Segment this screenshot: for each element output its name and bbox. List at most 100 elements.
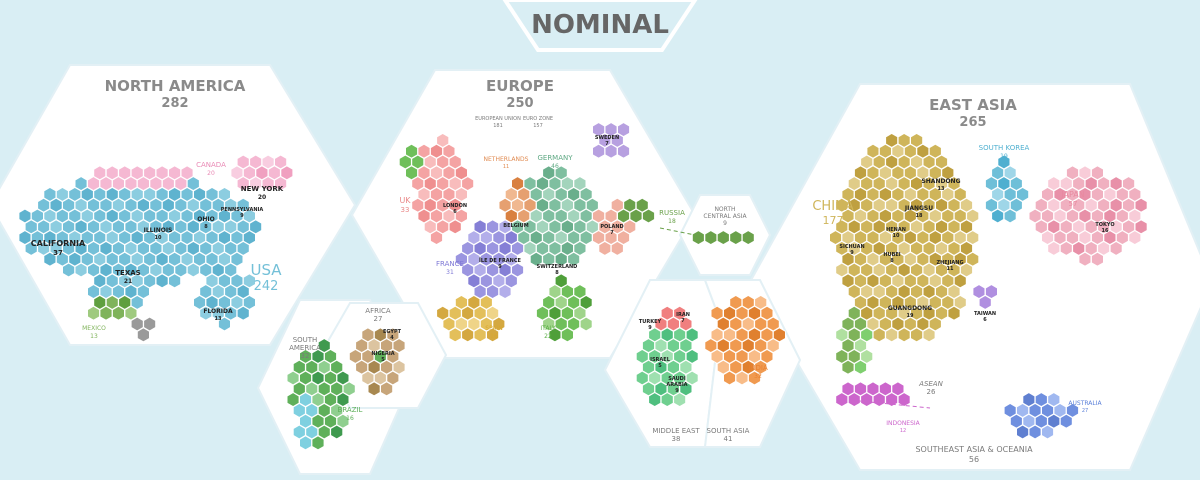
hex-tile bbox=[660, 392, 674, 407]
eu-value: 181 bbox=[493, 123, 503, 129]
hex-tile bbox=[62, 197, 75, 213]
hex-tile bbox=[118, 230, 132, 245]
hex-tile bbox=[529, 251, 543, 267]
hex-tile bbox=[941, 295, 955, 310]
hex-tile bbox=[897, 392, 911, 407]
region-south-asia-value: 41 bbox=[724, 435, 733, 443]
hex-tile bbox=[392, 359, 406, 375]
hex-tile bbox=[49, 197, 63, 213]
hex-tile bbox=[130, 165, 144, 181]
sub-sweden-name: SWEDEN bbox=[595, 135, 619, 141]
country-china-value: 177 bbox=[823, 214, 844, 227]
country-mexico-value: 13 bbox=[90, 333, 98, 340]
hex-tile bbox=[1091, 230, 1104, 245]
country-indonesia-name: INDONESIA bbox=[886, 420, 920, 427]
hex-tile bbox=[841, 338, 855, 353]
hex-tile bbox=[635, 197, 649, 213]
hex-tile bbox=[136, 197, 150, 213]
hex-tile bbox=[74, 262, 88, 278]
hex-tile bbox=[953, 295, 967, 310]
hex-tile bbox=[504, 273, 518, 289]
hex-tile bbox=[1072, 241, 1086, 256]
hex-tile bbox=[62, 241, 75, 256]
hex-tile bbox=[473, 327, 487, 343]
sub-zhejiang-value: 11 bbox=[947, 266, 954, 272]
sub-jiangsu-value: 18 bbox=[916, 213, 923, 219]
hex-tile bbox=[161, 241, 175, 256]
hex-tile bbox=[1109, 219, 1123, 235]
hex-tile bbox=[1078, 230, 1092, 245]
hex-tile bbox=[854, 338, 867, 353]
hex-tile bbox=[336, 392, 350, 407]
hex-tile bbox=[367, 338, 381, 353]
hex-tile bbox=[74, 176, 88, 191]
hex-tile bbox=[1109, 176, 1123, 191]
hex-tile bbox=[1066, 208, 1079, 224]
hex-tile bbox=[99, 305, 113, 321]
hex-tile bbox=[1041, 403, 1054, 418]
country-germany-name: GERMANY bbox=[537, 154, 573, 162]
hex-tile bbox=[847, 327, 861, 343]
hex-tile bbox=[93, 208, 107, 224]
hex-tile bbox=[211, 284, 225, 299]
hex-tile bbox=[604, 122, 618, 137]
hex-tile bbox=[380, 381, 394, 397]
hex-tile bbox=[885, 305, 898, 321]
hex-tile bbox=[161, 219, 175, 235]
hex-tile bbox=[43, 187, 57, 202]
hex-tile bbox=[442, 165, 456, 181]
hex-tile bbox=[610, 133, 624, 148]
hex-tile bbox=[916, 165, 930, 181]
hex-tile bbox=[879, 187, 892, 202]
hex-tile bbox=[118, 187, 132, 202]
hex-tile bbox=[454, 295, 468, 310]
hex-tile bbox=[411, 154, 425, 170]
hex-tile bbox=[985, 197, 998, 213]
hex-tile bbox=[80, 187, 94, 202]
sub-new-york-value: 20 bbox=[258, 194, 266, 201]
hex-tile bbox=[56, 208, 69, 224]
hex-tile bbox=[928, 187, 942, 202]
hex-tile bbox=[417, 208, 431, 224]
hex-tile bbox=[966, 208, 980, 224]
hex-tile bbox=[860, 284, 874, 299]
hex-tile bbox=[242, 295, 256, 310]
hex-tile bbox=[910, 284, 923, 299]
hex-tile bbox=[573, 241, 587, 256]
hex-tile bbox=[124, 197, 138, 213]
hex-tile bbox=[149, 176, 163, 191]
hex-tile bbox=[941, 251, 955, 267]
hex-tile bbox=[679, 359, 693, 375]
region-nca-name-2: CENTRAL ASIA bbox=[703, 213, 747, 220]
hex-tile bbox=[380, 359, 394, 375]
sub-sichuan-name: SICHUAN bbox=[839, 244, 864, 250]
hex-tile bbox=[118, 295, 132, 310]
hex-tile bbox=[467, 295, 481, 310]
hex-tile bbox=[242, 230, 256, 245]
hex-tile bbox=[860, 176, 874, 191]
hex-tile bbox=[448, 305, 462, 321]
hex-tile bbox=[454, 208, 468, 224]
hex-tile bbox=[953, 230, 967, 245]
hex-tile bbox=[598, 133, 612, 148]
hex-tile bbox=[299, 435, 312, 451]
hex-tile bbox=[910, 305, 923, 321]
hex-tile bbox=[885, 154, 898, 170]
hex-tile bbox=[885, 327, 898, 343]
hex-tile bbox=[149, 241, 163, 256]
hex-tile bbox=[105, 273, 119, 289]
hex-tile bbox=[105, 251, 119, 267]
hex-tile bbox=[292, 359, 306, 375]
hex-tile bbox=[492, 273, 506, 289]
hex-tile bbox=[748, 305, 761, 321]
hex-tiles bbox=[18, 122, 1148, 451]
hex-tile bbox=[529, 230, 543, 245]
hex-tile bbox=[598, 219, 612, 235]
hex-tile bbox=[261, 154, 275, 170]
hex-tile bbox=[87, 176, 100, 191]
hex-tile bbox=[242, 208, 256, 224]
hex-tile bbox=[74, 219, 88, 235]
hex-tile bbox=[56, 187, 69, 202]
hex-tile bbox=[766, 338, 780, 353]
hex-tile bbox=[953, 251, 967, 267]
